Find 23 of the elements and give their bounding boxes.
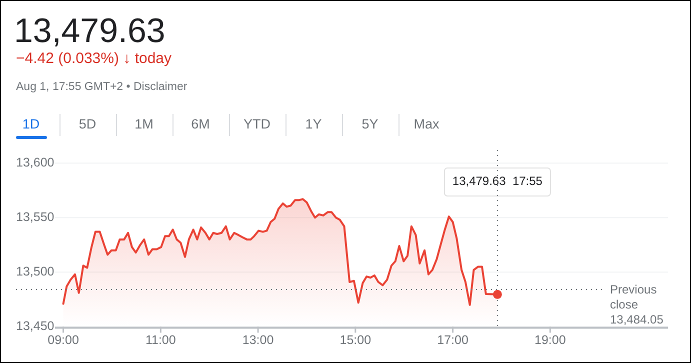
- text: 1M: [134, 116, 154, 132]
- text: 6M: [191, 116, 210, 132]
- y-tick-label: 13,600: [16, 155, 54, 170]
- x-tick-label: 13:00: [242, 332, 274, 347]
- text: Aug 1, 17:55 GMT+2 • Disclaimer: [16, 81, 188, 94]
- x-tick-label: 11:00: [145, 332, 176, 347]
- text: 5Y: [362, 116, 378, 132]
- y-tick-label: 13,450: [16, 318, 54, 333]
- x-tick-label: 17:00: [437, 332, 468, 347]
- y-tick-label: 13,500: [16, 264, 54, 278]
- y-tick-label: 13,550: [16, 210, 54, 224]
- text: YTD: [244, 116, 271, 132]
- annotation: 13,479.63 17:55: [452, 174, 543, 188]
- x-tick-label: 15:00: [340, 332, 372, 347]
- x-tick-label: 19:00: [534, 332, 566, 347]
- text: Max: [414, 116, 440, 132]
- ref-line-label: Previous close 13,484.05: [610, 282, 664, 327]
- text: 5D: [78, 116, 96, 132]
- chart-subtitle: −4.42 (0.033%) ↓ today: [16, 50, 172, 67]
- text: 1D: [22, 116, 40, 132]
- chart-title: 13,479.63: [14, 12, 166, 50]
- text: 1Y: [305, 116, 322, 132]
- x-tick-label: 09:00: [48, 332, 79, 347]
